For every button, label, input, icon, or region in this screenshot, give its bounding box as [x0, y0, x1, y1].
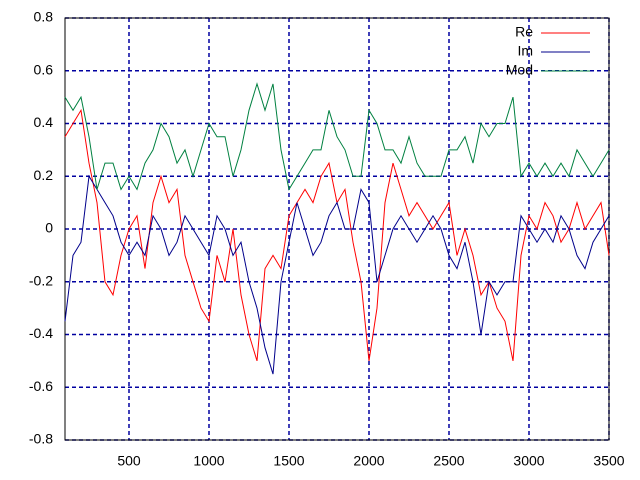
legend-label: Re	[515, 24, 533, 40]
y-tick-label: 0.4	[34, 114, 54, 130]
x-tick-label: 2000	[353, 453, 384, 469]
line-series	[64, 108, 610, 362]
y-tick-label: 0.2	[34, 167, 54, 183]
x-tick-label: 1000	[193, 453, 224, 469]
x-tick-label: 1500	[273, 453, 304, 469]
y-tick-label: 0	[45, 220, 53, 236]
legend-label: Im	[517, 43, 533, 59]
line-series	[64, 82, 610, 191]
x-tick-label: 2500	[433, 453, 464, 469]
x-tick-label: 3500	[593, 453, 624, 469]
y-tick-label: -0.2	[29, 272, 53, 288]
x-tick-label: 3000	[513, 453, 544, 469]
line-series	[64, 174, 610, 375]
x-tick-label: 500	[117, 453, 141, 469]
y-tick-label: 0.6	[34, 61, 54, 77]
y-tick-label: -0.8	[29, 431, 53, 447]
y-tick-label: -0.6	[29, 378, 53, 394]
y-tick-label: -0.4	[29, 325, 53, 341]
plot-border	[64, 17, 610, 441]
legend-label: Mod	[506, 62, 533, 78]
y-tick-label: 0.8	[34, 9, 54, 25]
